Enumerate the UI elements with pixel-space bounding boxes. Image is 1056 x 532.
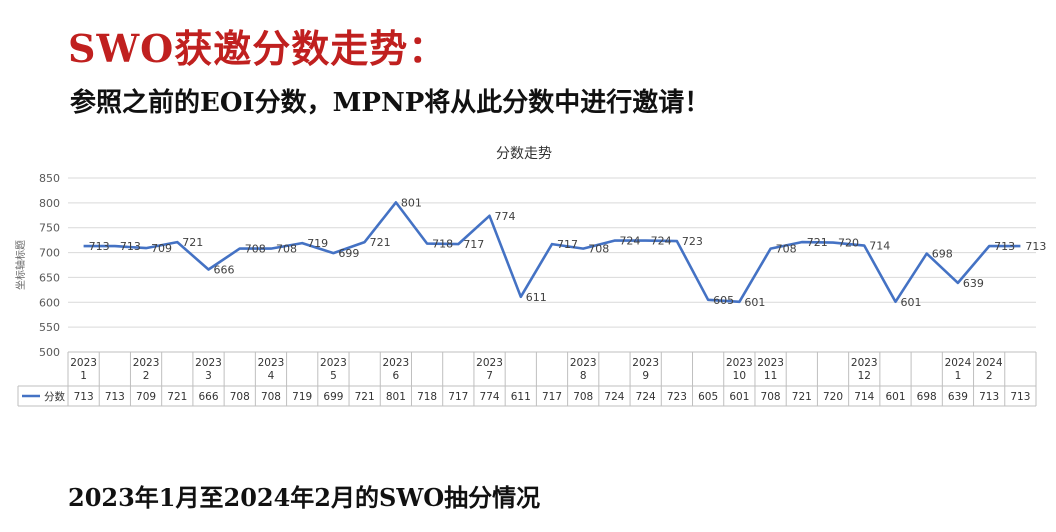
table-value: 708 bbox=[761, 391, 781, 403]
table-value: 605 bbox=[698, 391, 718, 403]
data-label: 721 bbox=[370, 236, 391, 249]
data-label: 721 bbox=[182, 236, 203, 249]
data-label: 611 bbox=[526, 291, 547, 304]
table-value: 666 bbox=[198, 391, 218, 403]
table-value: 639 bbox=[948, 391, 968, 403]
x-tick-label: 2023 4 bbox=[258, 357, 285, 382]
data-label: 721 bbox=[807, 236, 828, 249]
data-label: 713 bbox=[994, 240, 1015, 253]
data-label: 708 bbox=[776, 243, 797, 256]
x-tick-label: 2023 3 bbox=[195, 357, 222, 382]
data-label: 718 bbox=[432, 238, 453, 251]
data-label: 774 bbox=[495, 210, 516, 223]
data-label: 708 bbox=[245, 243, 266, 256]
table-value: 713 bbox=[74, 391, 94, 403]
data-label: 601 bbox=[900, 296, 921, 309]
table-value: 611 bbox=[511, 391, 531, 403]
y-tick-label: 750 bbox=[39, 222, 60, 235]
table-value: 724 bbox=[604, 391, 624, 403]
x-tick-label: 2024 2 bbox=[976, 357, 1003, 382]
data-label: 717 bbox=[463, 238, 484, 251]
data-label: 717 bbox=[557, 238, 578, 251]
table-value: 724 bbox=[636, 391, 656, 403]
table-value: 601 bbox=[885, 391, 905, 403]
table-value: 721 bbox=[355, 391, 375, 403]
x-tick-label: 2023 2 bbox=[133, 357, 160, 382]
table-value: 717 bbox=[542, 391, 562, 403]
y-tick-label: 550 bbox=[39, 321, 60, 334]
data-label: 723 bbox=[682, 235, 703, 248]
data-label: 713 bbox=[89, 240, 110, 253]
table-value: 720 bbox=[823, 391, 843, 403]
y-axis-label: 坐标轴标题 bbox=[14, 240, 27, 290]
data-label: 699 bbox=[338, 247, 359, 260]
page-subheading: 参照之前的EOI分数，MPNP将从此分数中进行邀请！ bbox=[70, 88, 711, 118]
table-value: 713 bbox=[1010, 391, 1030, 403]
legend-label: 分数 bbox=[44, 390, 65, 403]
table-value: 719 bbox=[292, 391, 312, 403]
chart-title: 分数走势 bbox=[496, 146, 552, 162]
x-tick-label: 2023 10 bbox=[726, 357, 753, 382]
data-label: 801 bbox=[401, 196, 422, 209]
y-tick-label: 650 bbox=[39, 271, 60, 284]
data-label: 714 bbox=[869, 240, 890, 253]
data-label: 719 bbox=[307, 237, 328, 250]
data-label: 605 bbox=[713, 294, 734, 307]
y-tick-label: 800 bbox=[39, 197, 60, 210]
x-tick-label: 2023 8 bbox=[570, 357, 597, 382]
data-label: 698 bbox=[932, 248, 953, 261]
table-value: 718 bbox=[417, 391, 437, 403]
table-value: 708 bbox=[261, 391, 281, 403]
data-label: 724 bbox=[619, 235, 640, 248]
page-heading: SWO获邀分数走势： bbox=[68, 26, 448, 71]
table-value: 708 bbox=[573, 391, 593, 403]
x-tick-label: 2023 12 bbox=[851, 357, 878, 382]
x-tick-label: 2023 5 bbox=[320, 357, 347, 382]
table-value: 774 bbox=[480, 391, 500, 403]
data-label: 713 bbox=[120, 240, 141, 253]
table-value: 801 bbox=[386, 391, 406, 403]
table-value: 721 bbox=[792, 391, 812, 403]
x-tick-label: 2023 7 bbox=[476, 357, 503, 382]
table-value: 713 bbox=[105, 391, 125, 403]
table-value: 699 bbox=[323, 391, 343, 403]
x-tick-label: 2023 1 bbox=[70, 357, 97, 382]
y-tick-label: 500 bbox=[39, 346, 60, 359]
data-label: 709 bbox=[151, 242, 172, 255]
data-label: 601 bbox=[744, 296, 765, 309]
table-value: 717 bbox=[448, 391, 468, 403]
y-tick-label: 600 bbox=[39, 296, 60, 309]
data-label: 708 bbox=[276, 243, 297, 256]
x-tick-label: 2023 9 bbox=[632, 357, 659, 382]
table-value: 698 bbox=[917, 391, 937, 403]
table-value: 601 bbox=[729, 391, 749, 403]
table-value: 713 bbox=[979, 391, 999, 403]
data-label: 713 bbox=[1025, 240, 1046, 253]
table-value: 723 bbox=[667, 391, 687, 403]
data-label: 639 bbox=[963, 277, 984, 290]
table-value: 709 bbox=[136, 391, 156, 403]
x-tick-label: 2024 1 bbox=[945, 357, 972, 382]
data-label: 724 bbox=[651, 235, 672, 248]
data-label: 720 bbox=[838, 237, 859, 250]
page-footer: 2023年1月至2024年2月的SWO抽分情况 bbox=[68, 483, 541, 512]
x-tick-label: 2023 11 bbox=[757, 357, 784, 382]
table-value: 714 bbox=[854, 391, 874, 403]
y-tick-label: 700 bbox=[39, 247, 60, 260]
table-value: 708 bbox=[230, 391, 250, 403]
data-label: 666 bbox=[214, 263, 235, 276]
x-tick-label: 2023 6 bbox=[383, 357, 410, 382]
y-tick-label: 850 bbox=[39, 172, 60, 185]
data-label: 708 bbox=[588, 243, 609, 256]
table-value: 721 bbox=[167, 391, 187, 403]
